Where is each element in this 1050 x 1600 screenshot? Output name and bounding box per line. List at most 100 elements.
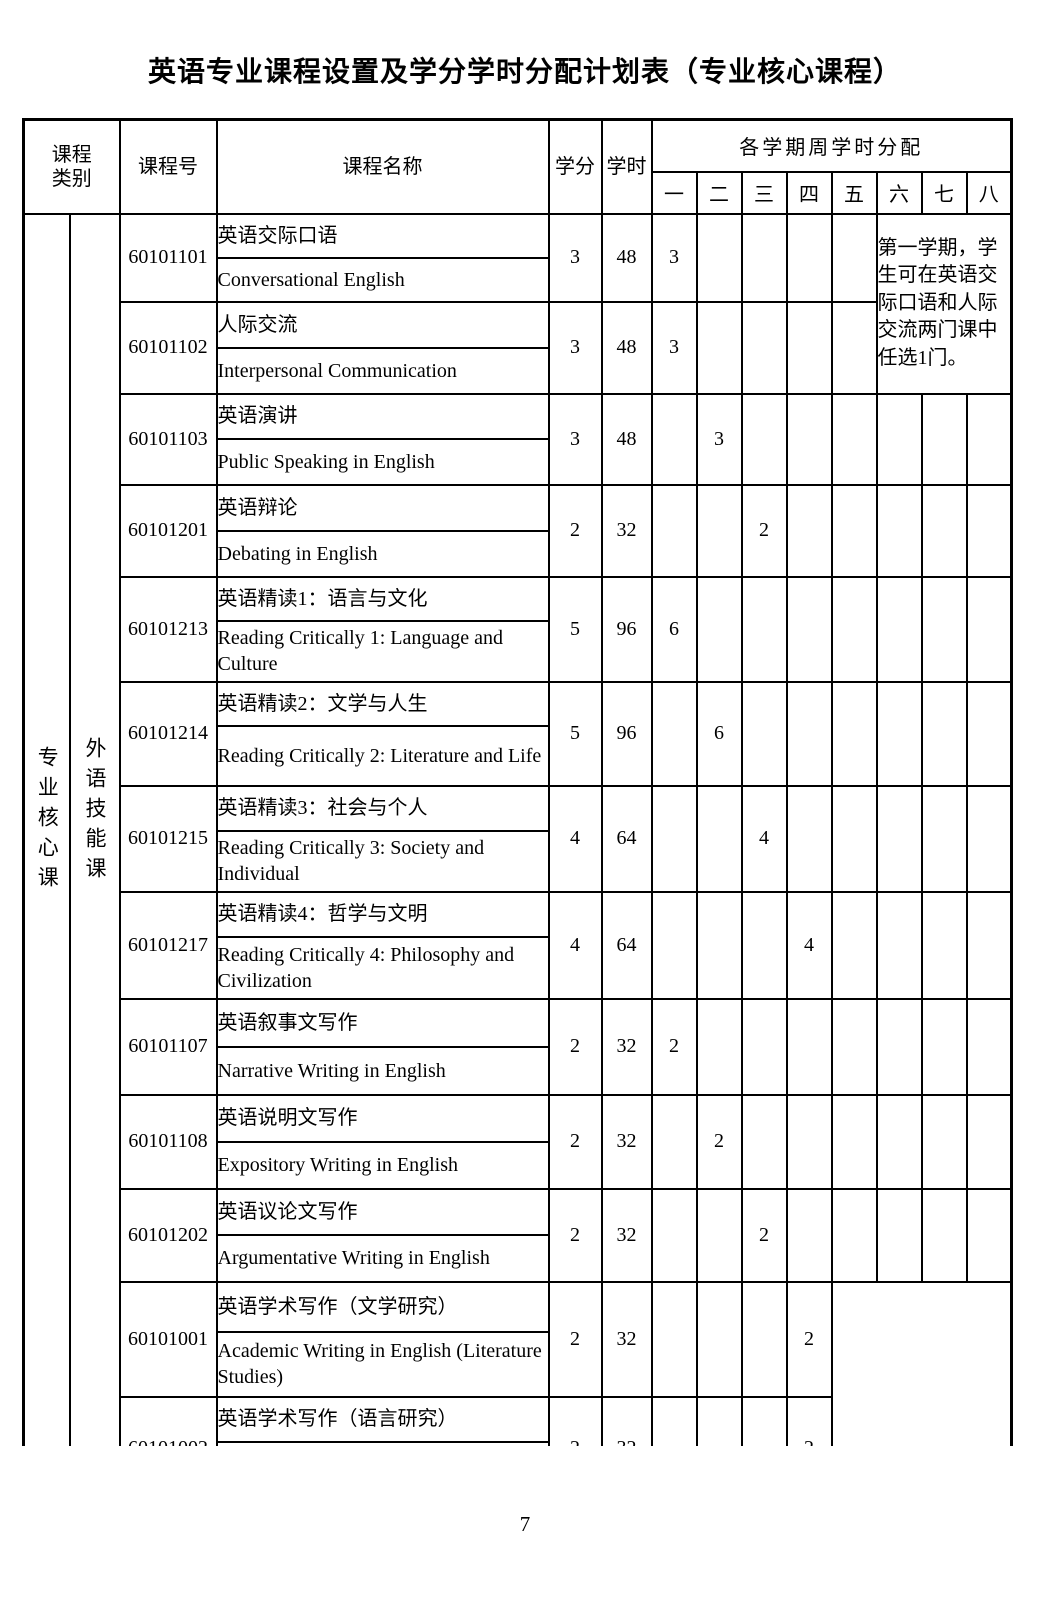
table-row: Reading Critically 2: Literature and Lif… — [24, 724, 1012, 787]
hours-cell: 64 — [600, 890, 653, 1000]
semester-cell: 3 — [650, 300, 698, 395]
credits-cell: 3 — [547, 300, 603, 395]
semester-cell — [875, 784, 923, 893]
header-category-line2: 类别 — [51, 167, 92, 190]
credits-cell: 2 — [547, 1395, 603, 1446]
course-table: 课程 类别 课程号 课程名称 学分 学时 各学期周学时分配 一 二 三 四 五 … — [22, 118, 1013, 1446]
course-number-cell: 60101201 — [118, 483, 218, 578]
credits-cell: 4 — [547, 784, 603, 893]
hours-cell: 48 — [600, 392, 653, 486]
semester-cell: 4 — [740, 784, 788, 893]
credits-cell: 4 — [547, 890, 603, 1000]
table-row: 60101001 英语学术写作（文学研究） 2 32 2 — [24, 1280, 1013, 1446]
semester-cell: 2 — [650, 997, 698, 1096]
semester-cell: 2 — [695, 1093, 743, 1190]
course-number-cell: 60101215 — [118, 784, 218, 893]
course-number-cell: 60101213 — [118, 575, 218, 683]
course-name-en: Reading Critically 1: Language and Cultu… — [215, 619, 550, 683]
course-name-zh: 英语精读3：社会与个人 — [215, 784, 550, 832]
hours-cell: 32 — [600, 1395, 653, 1446]
semester-cell — [650, 392, 698, 486]
category-label-core: 专业核心课 — [35, 746, 60, 897]
semester-cell — [920, 997, 968, 1096]
course-name-en: Expository Writing in English — [215, 1140, 550, 1190]
hours-cell: 96 — [600, 680, 653, 787]
header-credits: 学分 — [547, 118, 603, 215]
table-row: 60101214 英语精读2：文学与人生 5 96 6 — [24, 680, 1013, 787]
note-cell: 第一学期，学生可在英语交际口语和人际交流两门课中任选1门。 — [875, 212, 1013, 395]
semester-cell — [650, 784, 698, 893]
header-sem-3: 三 — [740, 170, 788, 215]
semester-cell — [740, 1093, 788, 1190]
course-number-cell: 60101102 — [118, 300, 218, 395]
header-semester-group: 各学期周学时分配 — [650, 118, 1013, 173]
hours-cell: 64 — [600, 784, 653, 893]
semester-cell — [785, 784, 833, 893]
semester-cell — [740, 392, 788, 486]
course-name-en: Argumentative Writing in English — [215, 1233, 550, 1283]
table-row: 60101213 英语精读1：语言与文化 5 96 6 — [24, 575, 1013, 683]
credits-cell: 3 — [547, 392, 603, 486]
semester-cell — [785, 1093, 833, 1190]
header-sem-5: 五 — [830, 170, 878, 215]
semester-cell — [830, 212, 878, 303]
semester-cell: 2 — [785, 1395, 833, 1446]
semester-cell — [650, 890, 698, 1000]
credits-cell: 2 — [547, 483, 603, 578]
semester-cell — [785, 300, 833, 395]
credits-cell: 2 — [547, 997, 603, 1096]
semester-cell: 4 — [785, 890, 833, 1000]
course-name-zh: 英语精读1：语言与文化 — [215, 575, 550, 622]
semester-cell — [875, 483, 923, 578]
semester-cell — [695, 1280, 743, 1398]
table-row — [24, 1440, 1012, 1446]
course-number-cell: 60101002 — [118, 1395, 218, 1446]
course-name-en: Academic Writing in English (Literature … — [215, 1330, 550, 1398]
table-row: Interpersonal Communication — [24, 346, 1012, 395]
course-number-cell: 60101217 — [118, 890, 218, 1000]
semester-cell — [965, 1187, 1013, 1283]
header-sem-4: 四 — [785, 170, 833, 215]
semester-cell — [695, 1395, 743, 1446]
hours-cell: 32 — [600, 1093, 653, 1190]
semester-cell — [695, 575, 743, 683]
semester-cell — [785, 1187, 833, 1283]
course-name-en: Debating in English — [215, 529, 550, 578]
hours-cell: 48 — [600, 212, 653, 303]
semester-cell — [965, 997, 1013, 1096]
course-name-en: Reading Critically 4: Philosophy and Civ… — [215, 935, 550, 1000]
semester-cell — [875, 1093, 923, 1190]
semester-cell — [785, 680, 833, 787]
course-name-zh: 英语学术写作（文学研究） — [215, 1280, 550, 1333]
course-name-zh: 英语议论文写作 — [215, 1187, 550, 1236]
semester-cell — [695, 890, 743, 1000]
semester-cell — [875, 392, 923, 486]
semester-cell — [875, 997, 923, 1096]
hours-cell: 32 — [600, 997, 653, 1096]
course-name-en: Reading Critically 2: Literature and Lif… — [215, 724, 550, 787]
course-number-cell: 60101103 — [118, 392, 218, 486]
semester-cell — [785, 392, 833, 486]
semester-cell — [830, 997, 878, 1096]
course-name-en: Reading Critically 3: Society and Indivi… — [215, 829, 550, 893]
course-number-cell: 60101202 — [118, 1187, 218, 1283]
hours-cell: 32 — [600, 1280, 653, 1398]
hours-cell: 32 — [600, 483, 653, 578]
semester-cell: 2 — [740, 483, 788, 578]
semester-cell — [695, 997, 743, 1096]
semester-cell — [740, 300, 788, 395]
semester-cell — [830, 890, 878, 1000]
category-cell-skills: 外语技能课 — [68, 212, 121, 1446]
table-row: Expository Writing in English — [24, 1140, 1012, 1190]
course-name-zh: 英语说明文写作 — [215, 1093, 550, 1143]
course-number-cell: 60101001 — [118, 1280, 218, 1398]
semester-cell — [875, 1187, 923, 1283]
semester-cell: 6 — [695, 680, 743, 787]
semester-cell — [875, 680, 923, 787]
header-row-1: 课程 类别 课程号 课程名称 学分 学时 各学期周学时分配 — [22, 118, 1013, 215]
course-name-en: Public Speaking in English — [215, 437, 550, 486]
header-sem-2: 二 — [695, 170, 743, 215]
course-name-zh: 英语演讲 — [215, 392, 550, 440]
semester-cell — [785, 997, 833, 1096]
category-label-skills: 外语技能课 — [83, 737, 107, 888]
